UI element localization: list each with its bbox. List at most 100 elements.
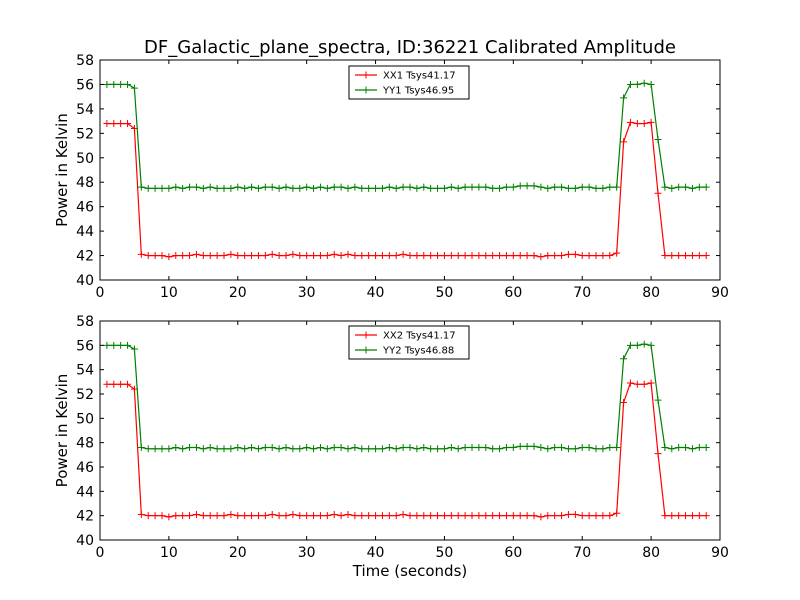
data-point-marker — [330, 510, 338, 518]
data-point-marker — [248, 252, 256, 260]
data-point-marker — [640, 120, 648, 128]
data-point-marker — [613, 444, 621, 452]
data-point-marker — [261, 444, 269, 452]
data-point-marker — [220, 184, 228, 192]
top-panel: 0 10 20 30 40 50 60 70 80 90 40 42 44 46 48 50 52 54 56 58 P… — [53, 53, 729, 301]
data-point-marker — [165, 184, 173, 192]
data-point-marker — [688, 512, 696, 520]
data-point-marker — [475, 444, 483, 452]
data-point-marker — [289, 184, 297, 192]
y-tick-label: 56 — [76, 338, 94, 354]
data-point-marker — [633, 120, 641, 128]
data-point-marker — [399, 444, 407, 452]
data-point-marker — [378, 184, 386, 192]
data-point-marker — [220, 512, 228, 520]
data-point-marker — [585, 512, 593, 520]
data-point-marker — [130, 84, 138, 92]
data-point-marker — [158, 252, 166, 260]
data-point-marker — [530, 442, 538, 450]
data-point-marker — [275, 184, 283, 192]
data-point-marker — [620, 94, 628, 102]
data-point-marker — [385, 512, 393, 520]
data-point-marker — [124, 120, 132, 128]
data-point-marker — [413, 252, 421, 260]
data-point-marker — [365, 445, 373, 453]
data-point-marker — [117, 80, 125, 88]
data-point-marker — [234, 512, 242, 520]
data-point-marker — [344, 250, 352, 258]
data-point-marker — [516, 442, 524, 450]
data-point-marker — [564, 510, 572, 518]
data-point-marker — [688, 252, 696, 260]
data-point-marker — [695, 183, 703, 191]
data-point-marker — [103, 120, 111, 128]
data-point-marker — [620, 355, 628, 363]
data-point-marker — [124, 380, 132, 388]
data-point-marker — [358, 252, 366, 260]
x-tick-label: 10 — [160, 545, 178, 561]
data-point-marker — [385, 252, 393, 260]
data-point-marker — [454, 184, 462, 192]
data-point-marker — [323, 184, 331, 192]
series-markers-1 — [103, 118, 710, 261]
data-point-marker — [241, 184, 249, 192]
data-point-marker — [110, 380, 118, 388]
data-point-marker — [440, 252, 448, 260]
data-point-marker — [496, 512, 504, 520]
data-point-marker — [640, 380, 648, 388]
data-point-marker — [358, 184, 366, 192]
data-point-marker — [151, 252, 159, 260]
data-point-marker — [509, 183, 517, 191]
data-point-marker — [530, 252, 538, 260]
data-point-marker — [454, 512, 462, 520]
data-point-marker — [626, 379, 634, 387]
data-point-marker — [330, 183, 338, 191]
y-tick-label: 46 — [76, 460, 94, 476]
data-point-marker — [592, 252, 600, 260]
axes-frame — [99, 59, 721, 281]
data-point-marker — [626, 341, 634, 349]
data-point-marker — [248, 444, 256, 452]
data-point-marker — [447, 444, 455, 452]
y-tick-label: 50 — [76, 151, 94, 167]
x-tick-label: 90 — [711, 545, 729, 561]
data-point-marker — [434, 252, 442, 260]
data-point-marker — [468, 183, 476, 191]
data-point-marker — [192, 250, 200, 258]
data-point-marker — [344, 184, 352, 192]
data-point-marker — [199, 512, 207, 520]
data-point-marker — [165, 445, 173, 453]
data-point-marker — [585, 183, 593, 191]
data-point-marker — [454, 445, 462, 453]
data-point-marker — [110, 80, 118, 88]
data-point-marker — [289, 445, 297, 453]
legend-entry-label: XX1 Tsys41.17 — [383, 71, 456, 82]
data-point-marker — [186, 183, 194, 191]
x-tick-label: 50 — [436, 545, 454, 561]
data-point-marker — [558, 252, 566, 260]
data-point-marker — [496, 445, 504, 453]
data-point-marker — [137, 510, 145, 518]
data-point-marker — [199, 445, 207, 453]
data-point-marker — [241, 512, 249, 520]
data-point-marker — [124, 80, 132, 88]
data-point-marker — [103, 80, 111, 88]
data-point-marker — [440, 445, 448, 453]
axes-frame — [99, 320, 721, 541]
y-tick-label: 50 — [76, 411, 94, 427]
data-point-marker — [365, 512, 373, 520]
data-point-marker — [282, 444, 290, 452]
data-point-marker — [254, 252, 262, 260]
data-point-marker — [544, 445, 552, 453]
series-markers-2 — [103, 79, 710, 192]
data-point-marker — [647, 341, 655, 349]
data-point-marker — [337, 512, 345, 520]
data-point-marker — [502, 183, 510, 191]
data-point-marker — [192, 183, 200, 191]
data-point-marker — [378, 252, 386, 260]
data-point-marker — [509, 512, 517, 520]
data-point-marker — [323, 252, 331, 260]
data-point-marker — [606, 512, 614, 520]
data-point-marker — [682, 252, 690, 260]
x-tick-label: 80 — [642, 285, 660, 301]
